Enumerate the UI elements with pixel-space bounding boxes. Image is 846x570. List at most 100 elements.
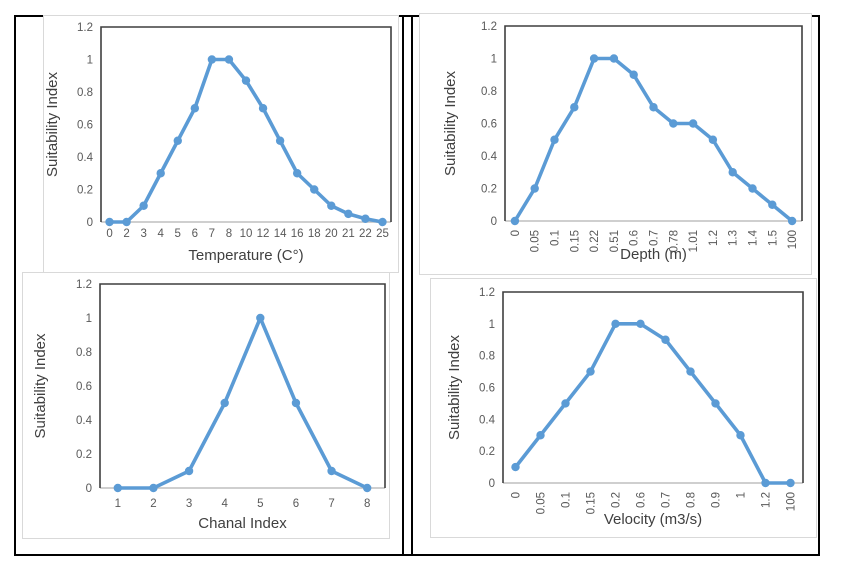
series-marker (570, 103, 579, 112)
x-tick-label: 7 (209, 228, 215, 240)
y-tick-label: 0.4 (76, 415, 93, 427)
x-tick-label: 1.2 (761, 492, 773, 508)
y-tick-label: 0.6 (76, 381, 92, 393)
x-tick-label: 14 (274, 228, 287, 240)
x-tick-label: 8 (226, 228, 232, 240)
x-axis-title: Velocity (m3/s) (604, 511, 702, 528)
x-tick-label: 0.2 (611, 492, 623, 508)
series-marker (190, 104, 200, 113)
velocity-suitability-chart: 0 0.2 0.4 0.6 0.8 1 1.2 0 0.05 0.1 0.15 0.2 0.6 0.7 0.… (430, 278, 817, 538)
series-marker (327, 466, 336, 476)
x-tick-label: 1.01 (688, 230, 700, 252)
series-marker (310, 185, 319, 194)
x-tick-label: 0.15 (586, 492, 598, 514)
series-marker (173, 136, 182, 145)
series-marker (736, 431, 745, 440)
y-tick-label: 0 (86, 483, 92, 495)
depth-suitability-chart: 0 0.2 0.4 0.6 0.8 1 1.2 0 0.05 0.1 0.15 0.22 0.51 0.6… (419, 13, 812, 275)
x-tick-label: 2 (123, 228, 129, 240)
y-tick-label: 0 (87, 217, 93, 229)
series-line (116, 316, 369, 490)
series-marker (344, 209, 353, 219)
series-marker (728, 168, 737, 177)
series-marker (256, 313, 265, 323)
series-marker (224, 55, 234, 64)
series-marker (787, 216, 797, 226)
series-marker (768, 200, 777, 209)
series-marker (550, 135, 559, 144)
x-tick-label: 0.22 (589, 230, 601, 252)
x-tick-label: 8 (364, 498, 370, 510)
x-tick-label: 1.3 (728, 230, 740, 246)
y-tick-label: 0.2 (481, 184, 497, 196)
x-tick-label: 1 (736, 492, 748, 498)
series-marker (220, 398, 229, 408)
x-tick-label: 0.78 (668, 230, 680, 252)
plot-area-border (504, 25, 803, 221)
x-tick-label: 6 (293, 498, 299, 510)
y-tick-label: 0.4 (77, 152, 94, 164)
series-marker (511, 462, 520, 472)
y-tick-label: 0.8 (77, 87, 93, 99)
y-tick-label: 0 (489, 478, 495, 490)
x-tick-label: 0 (511, 492, 523, 498)
series-marker (530, 184, 539, 193)
series-marker (611, 319, 620, 329)
x-tick-label: 0.6 (636, 492, 648, 508)
plot-area-border (502, 291, 804, 483)
y-tick-label: 1 (491, 54, 497, 66)
x-tick-label: 2 (150, 498, 156, 510)
x-tick-label: 100 (787, 230, 799, 249)
plot-area-border (100, 26, 392, 222)
x-tick-label: 0 (106, 228, 112, 240)
series-marker (589, 54, 599, 63)
y-tick-label: 0.4 (479, 414, 496, 426)
x-tick-label: 0.6 (629, 230, 641, 246)
column-divider-line-right (411, 15, 413, 556)
y-tick-label: 0.2 (479, 446, 495, 458)
x-tick-label: 21 (342, 228, 355, 240)
chanal-index-chart-canvas: 0 0.2 0.4 0.6 0.8 1 1.2 1 2 3 4 5 6 7 8 Chanal Index Sui… (32, 279, 386, 532)
series-marker (122, 217, 131, 227)
series-marker (586, 367, 595, 376)
y-axis-title: Suitability Index (442, 70, 459, 176)
x-tick-label: 0.51 (609, 230, 621, 252)
y-tick-label: 0.6 (481, 119, 497, 131)
x-tick-label: 18 (308, 228, 321, 240)
x-tick-label: 3 (186, 498, 192, 510)
depth-chart-canvas: 0 0.2 0.4 0.6 0.8 1 1.2 0 0.05 0.1 0.15 0.22 0.51 0.6… (442, 21, 803, 263)
x-tick-label: 3 (140, 228, 146, 240)
series-marker (748, 184, 757, 193)
x-tick-label: 0.05 (530, 230, 542, 252)
x-tick-label: 7 (328, 498, 334, 510)
x-tick-label: 1.2 (708, 230, 720, 246)
x-tick-label: 5 (175, 228, 181, 240)
x-tick-label: 1 (115, 498, 121, 510)
y-tick-label: 0.2 (76, 449, 92, 461)
x-tick-label: 0.1 (561, 492, 573, 508)
x-axis-title: Temperature (C°) (188, 247, 303, 264)
y-tick-label: 0.8 (76, 347, 92, 359)
series-marker (362, 483, 372, 493)
x-tick-label: 0.8 (686, 492, 698, 508)
series-marker (708, 135, 718, 144)
temperature-suitability-chart: 0 0.2 0.4 0.6 0.8 1 1.2 0 2 3 4 5 6 7 8 10 12 14 16 18 20 21 2… (43, 15, 399, 273)
x-tick-label: 1.5 (767, 230, 779, 246)
series-marker (669, 119, 678, 128)
x-tick-label: 4 (158, 228, 165, 240)
y-tick-label: 1.2 (77, 22, 93, 34)
y-axis-title: Suitability Index (32, 333, 49, 439)
x-axis-title: Depth (m) (620, 246, 687, 263)
series-marker (536, 431, 545, 440)
x-tick-label: 0.15 (569, 230, 581, 252)
series-marker (688, 119, 698, 128)
y-tick-label: 1 (87, 55, 93, 67)
x-tick-label: 0.9 (711, 492, 723, 508)
x-tick-label: 0.7 (661, 492, 673, 508)
x-tick-label: 0 (510, 230, 522, 236)
series-marker (241, 76, 251, 85)
series-marker (661, 335, 670, 344)
table-outer-border (14, 15, 820, 556)
series-marker (636, 319, 645, 329)
x-tick-label: 1.4 (748, 229, 760, 246)
